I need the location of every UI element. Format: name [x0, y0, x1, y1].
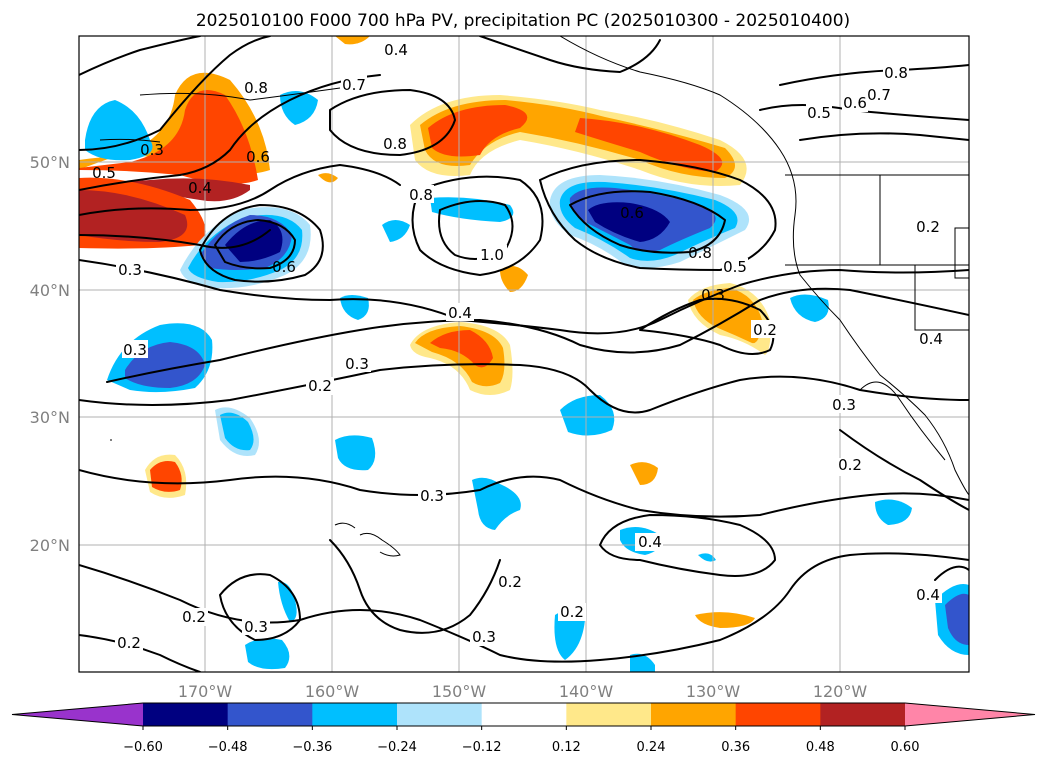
contour-label: 0.2 — [498, 573, 522, 591]
contour-label: 0.5 — [807, 104, 831, 122]
contour-label: 0.7 — [867, 86, 891, 104]
colorbar-segment — [820, 703, 906, 726]
contour-label: 0.6 — [620, 204, 644, 222]
contour-label: 0.3 — [244, 618, 268, 636]
contour-label: 0.8 — [409, 186, 433, 204]
colorbar-segment — [651, 703, 737, 726]
contour-label: 0.8 — [383, 135, 407, 153]
lon-label: 130°W — [686, 682, 741, 701]
contour-label: 0.2 — [182, 608, 206, 626]
colorbar: −0.60 −0.48 −0.36 −0.24 −0.12 0.12 0.24 0.36 0.4… — [11, 702, 1036, 755]
contour-label: 0.6 — [272, 258, 296, 276]
colorbar-segment — [735, 703, 821, 726]
contour-label: 0.4 — [916, 586, 940, 604]
contour-label: 0.2 — [753, 321, 777, 339]
contour-label: 0.3 — [420, 487, 444, 505]
colorbar-tick-label: −0.24 — [377, 740, 417, 755]
colorbar-extend-low — [12, 703, 143, 726]
contour-label: 0.3 — [118, 261, 142, 279]
pv-contours — [79, 36, 969, 672]
contour-label: 0.4 — [919, 330, 943, 348]
contour-label: 0.2 — [560, 603, 584, 621]
contour-label: 0.3 — [123, 341, 147, 359]
lat-label: 50°N — [30, 153, 70, 172]
contour-label: 0.5 — [92, 164, 116, 182]
map-frame — [78, 35, 970, 673]
colorbar-segment — [312, 703, 398, 726]
colorbar-tick-label: 0.24 — [637, 740, 666, 755]
colorbar-tick-label: −0.60 — [123, 740, 163, 755]
contour-label: 0.4 — [188, 179, 212, 197]
contour-label: 0.5 — [723, 258, 747, 276]
colorbar-segment — [481, 703, 567, 726]
colorbar-segment — [143, 703, 229, 726]
contour-label: 0.8 — [244, 79, 268, 97]
contour-label: 0.4 — [448, 304, 472, 322]
contour-label: 1.0 — [480, 246, 504, 264]
contour-label: 0.3 — [345, 355, 369, 373]
contour-label: 0.3 — [140, 141, 164, 159]
colorbar-tick-label: −0.12 — [462, 740, 502, 755]
contour-label: 0.8 — [688, 244, 712, 262]
lon-axis: 170°W 160°W 150°W 140°W 130°W 120°W — [178, 682, 868, 701]
lon-label: 120°W — [813, 682, 868, 701]
colorbar-segment — [397, 703, 483, 726]
colorbar-tick-label: −0.36 — [292, 740, 332, 755]
precip-shading — [79, 36, 969, 672]
lat-label: 20°N — [30, 536, 70, 555]
contour-label: 0.3 — [701, 286, 725, 304]
contour-label: 0.8 — [884, 64, 908, 82]
contour-label: 0.2 — [117, 634, 141, 652]
contour-label: 0.6 — [246, 148, 270, 166]
colorbar-extend-high — [905, 703, 1035, 726]
lat-label: 40°N — [30, 281, 70, 300]
colorbar-tick-label: 0.48 — [806, 740, 835, 755]
contour-label: 0.3 — [472, 628, 496, 646]
colorbar-segment — [566, 703, 652, 726]
contour-label: 0.2 — [838, 456, 862, 474]
lat-axis: 50°N 40°N 30°N 20°N — [30, 153, 70, 555]
contour-label: 0.7 — [342, 76, 366, 94]
lon-label: 160°W — [305, 682, 360, 701]
colorbar-tick-label: 0.12 — [552, 740, 581, 755]
gridlines — [79, 36, 969, 672]
contour-labels: 0.4 0.7 0.8 0.6 0.3 0.5 0.4 0.8 0.8 0.7 … — [92, 40, 943, 652]
lat-label: 30°N — [30, 408, 70, 427]
coastlines — [99, 36, 969, 557]
lon-label: 170°W — [178, 682, 233, 701]
contour-label: 0.6 — [843, 94, 867, 112]
contour-label: 0.4 — [638, 533, 662, 551]
figure-title: 2025010100 F000 700 hPa PV, precipitatio… — [196, 11, 850, 31]
contour-label: 0.3 — [832, 396, 856, 414]
colorbar-tick-label: −0.48 — [208, 740, 248, 755]
contour-label: 0.2 — [916, 218, 940, 236]
lon-label: 140°W — [559, 682, 614, 701]
contour-label: 0.4 — [384, 41, 408, 59]
colorbar-tick-label: 0.60 — [891, 740, 920, 755]
contour-label: 0.2 — [308, 377, 332, 395]
colorbar-segment — [227, 703, 313, 726]
lon-label: 150°W — [432, 682, 487, 701]
colorbar-tick-label: 0.36 — [721, 740, 750, 755]
